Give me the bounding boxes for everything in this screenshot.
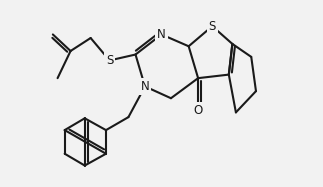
Text: N: N bbox=[157, 28, 166, 41]
Text: N: N bbox=[141, 80, 149, 93]
Text: O: O bbox=[193, 104, 203, 117]
Text: S: S bbox=[106, 54, 113, 67]
Text: S: S bbox=[209, 20, 216, 33]
